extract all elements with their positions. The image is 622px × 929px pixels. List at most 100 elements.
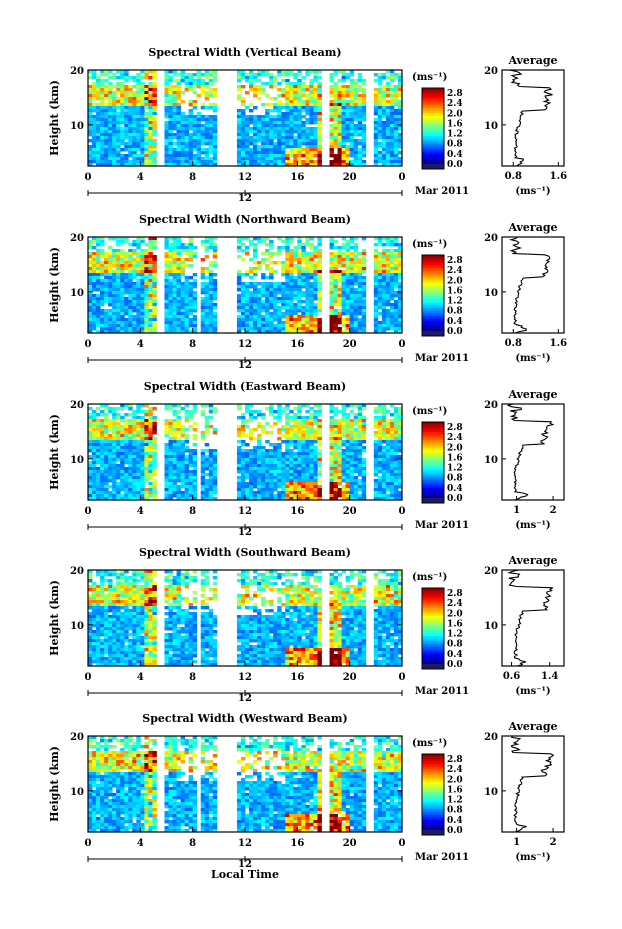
heatmap-cell: [204, 124, 210, 128]
heatmap-cell: [132, 282, 137, 286]
heatmap-cell: [297, 288, 302, 292]
heatmap-cell: [172, 455, 177, 459]
heatmap-cell: [120, 416, 125, 420]
heatmap-cell: [261, 151, 266, 155]
heatmap-cell: [104, 91, 109, 95]
heatmap-cell: [329, 142, 334, 146]
heatmap-cell: [381, 106, 387, 110]
heatmap-cell: [393, 145, 399, 149]
heatmap-cell: [184, 258, 190, 262]
heatmap-cell: [112, 491, 117, 495]
heatmap-cell: [329, 103, 334, 107]
heatmap-cell: [373, 139, 379, 143]
heatmap-cell: [385, 261, 391, 265]
heatmap-cell: [100, 285, 105, 289]
heatmap-cell: [184, 309, 190, 313]
heatmap-cell: [152, 440, 157, 444]
heatmap-cell: [293, 148, 298, 152]
heatmap-cell: [281, 106, 286, 110]
heatmap-cell: [148, 446, 153, 450]
heatmap-cell: [249, 73, 254, 77]
heatmap-cell: [168, 330, 173, 334]
heatmap-cell: [277, 252, 282, 256]
heatmap-cell: [180, 243, 186, 247]
date-tick-label: 12: [238, 360, 252, 371]
profile-title: Average: [507, 221, 557, 234]
heatmap-cell: [132, 488, 137, 492]
heatmap-cell: [92, 419, 97, 423]
heatmap-cell: [249, 428, 254, 432]
heatmap-cell: [116, 494, 121, 498]
heatmap-cell: [257, 160, 262, 164]
heatmap-cell: [309, 261, 314, 265]
heatmap-cell: [361, 91, 367, 95]
heatmap-cell: [180, 70, 186, 74]
heatmap-cell: [285, 276, 290, 280]
heatmap-cell: [337, 121, 343, 125]
heatmap-cell: [212, 127, 218, 131]
heatmap-cell: [140, 422, 145, 426]
heatmap-cell: [152, 425, 157, 429]
heatmap-cell: [313, 252, 318, 256]
heatmap-cell: [293, 118, 298, 122]
heatmap-cell: [281, 267, 286, 271]
heatmap-cell: [249, 136, 254, 140]
heatmap-cell: [265, 476, 270, 480]
heatmap-cell: [309, 151, 314, 155]
heatmap-cell: [124, 273, 129, 277]
heatmap-cell: [96, 273, 101, 277]
heatmap-cell: [96, 276, 101, 280]
heatmap-cell: [116, 327, 121, 331]
heatmap-cell: [176, 285, 181, 289]
heatmap-cell: [96, 133, 101, 137]
heatmap-cell: [176, 467, 181, 471]
heatmap-cell: [104, 446, 109, 450]
heatmap-cell: [124, 94, 129, 98]
heatmap-cell: [152, 157, 157, 161]
heatmap-cell: [136, 458, 141, 462]
heatmap-cell: [353, 300, 359, 304]
heatmap-cell: [204, 467, 210, 471]
heatmap-cell: [92, 106, 97, 110]
heatmap-cell: [389, 106, 395, 110]
heatmap-cell: [329, 297, 334, 301]
heatmap-cell: [236, 491, 242, 495]
heatmap-cell: [120, 282, 125, 286]
heatmap-cell: [112, 309, 117, 313]
heatmap-cell: [172, 100, 177, 104]
heatmap-cell: [204, 160, 210, 164]
heatmap-cell: [180, 139, 186, 143]
heatmap-cell: [184, 488, 190, 492]
heatmap-cell: [317, 321, 322, 325]
heatmap-cell: [381, 157, 387, 161]
heatmap-cell: [96, 288, 101, 292]
heatmap-cell: [88, 261, 93, 265]
colorbar-swatch: [422, 303, 444, 307]
heatmap-cell: [208, 237, 214, 241]
heatmap-cell: [313, 148, 318, 152]
heatmap-cell: [144, 145, 149, 149]
heatmap-cell: [277, 133, 282, 137]
heatmap-cell: [289, 88, 294, 92]
heatmap-cell: [337, 279, 343, 283]
heatmap-cell: [317, 330, 322, 334]
colorbar-label: 2.4: [447, 266, 463, 276]
heatmap-cell: [317, 109, 322, 113]
heatmap-cell: [144, 440, 149, 444]
heatmap-cell: [96, 237, 101, 241]
heatmap-cell: [329, 79, 334, 83]
heatmap-cell: [333, 276, 338, 280]
heatmap-cell: [297, 97, 302, 101]
heatmap-cell: [313, 127, 318, 131]
heatmap-cell: [273, 455, 278, 459]
heatmap-cell: [269, 410, 274, 414]
heatmap-cell: [240, 309, 246, 313]
heatmap-cell: [377, 261, 383, 265]
heatmap-cell: [108, 324, 113, 328]
heatmap-cell: [168, 452, 173, 456]
heatmap-cell: [253, 273, 258, 277]
heatmap-cell: [285, 127, 290, 131]
heatmap-cell: [208, 145, 214, 149]
heatmap-cell: [257, 491, 262, 495]
heatmap-cell: [281, 327, 286, 331]
